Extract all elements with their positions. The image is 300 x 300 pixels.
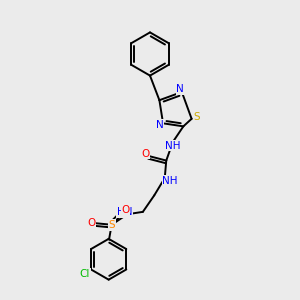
Text: NH: NH xyxy=(162,176,178,186)
Text: O: O xyxy=(121,206,130,215)
Text: O: O xyxy=(87,218,95,228)
Text: N: N xyxy=(176,84,184,94)
Text: HN: HN xyxy=(117,207,133,217)
Text: Cl: Cl xyxy=(80,269,90,279)
Text: S: S xyxy=(108,220,115,230)
Text: O: O xyxy=(141,149,149,159)
Text: S: S xyxy=(194,112,200,122)
Text: N: N xyxy=(156,120,163,130)
Text: NH: NH xyxy=(165,141,181,151)
